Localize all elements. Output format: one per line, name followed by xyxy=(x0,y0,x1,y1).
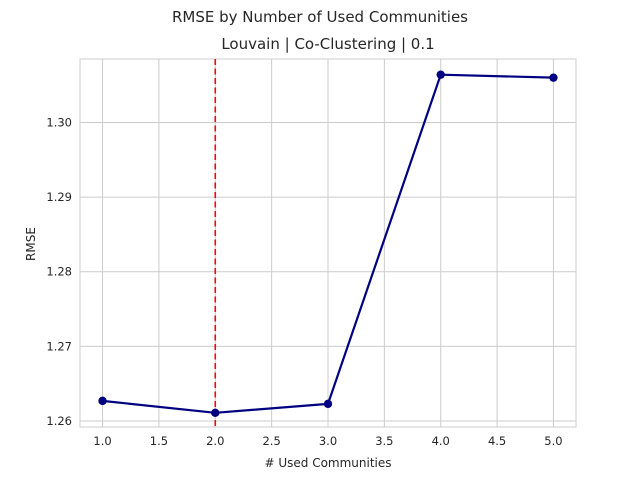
y-tick-label: 1.26 xyxy=(46,414,72,428)
y-tick-label: 1.27 xyxy=(46,339,72,353)
y-tick-label: 1.30 xyxy=(46,115,72,129)
rmse-point xyxy=(98,396,107,406)
series xyxy=(98,70,558,418)
rmse-point xyxy=(436,70,445,79)
rmse-point xyxy=(211,408,220,418)
x-tick-label: 5.0 xyxy=(544,434,562,448)
rmse-point xyxy=(323,399,333,409)
x-tick-label: 4.0 xyxy=(432,434,450,448)
grid xyxy=(80,59,576,427)
x-tick-label: 3.5 xyxy=(375,434,393,448)
x-tick-label: 2.5 xyxy=(262,434,280,448)
x-tick-label: 1.0 xyxy=(93,434,111,448)
x-tick-label: 2.0 xyxy=(206,434,224,448)
x-tick-label: 4.5 xyxy=(488,434,506,448)
chart-suptitle: RMSE by Number of Used Communities xyxy=(172,8,468,26)
y-tick-label: 1.28 xyxy=(46,265,72,279)
x-axis-ticks: 1.0 1.5 2.0 2.5 3.0 3.5 4.0 4.5 5.0 xyxy=(93,434,562,448)
y-axis-ticks: 1.26 1.27 1.28 1.29 1.30 xyxy=(46,115,72,428)
x-tick-label: 1.5 xyxy=(150,434,168,448)
y-axis-label: RMSE xyxy=(24,227,38,261)
x-tick-label: 3.0 xyxy=(319,434,337,448)
chart-title: Louvain | Co-Clustering | 0.1 xyxy=(221,35,434,53)
x-axis-label: # Used Communities xyxy=(264,456,391,470)
y-tick-label: 1.29 xyxy=(46,190,72,204)
plot-frame xyxy=(79,58,577,428)
rmse-point xyxy=(549,73,558,82)
